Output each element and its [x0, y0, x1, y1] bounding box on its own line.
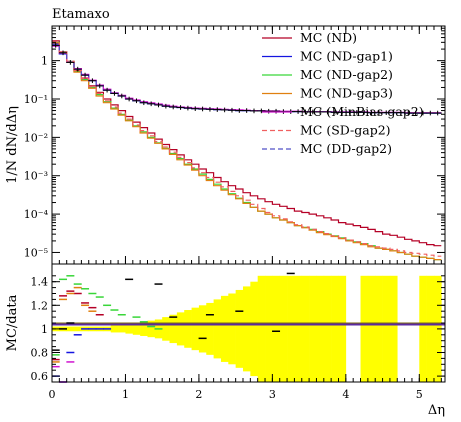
band-segment	[132, 323, 141, 335]
band-segment	[220, 295, 229, 362]
legend-label: MC (MinBias-gap2)	[300, 104, 424, 119]
band-segment	[228, 293, 236, 365]
band-segment	[294, 275, 303, 382]
main-panel: 1 10⁻¹ 10⁻² 10⁻³ 10⁻⁴ 10⁻⁵	[24, 25, 446, 265]
band-segment	[242, 286, 251, 372]
y-tick-label: 10⁻¹	[24, 93, 48, 106]
x-tick-label: 2	[195, 388, 202, 401]
band-segment	[265, 275, 273, 382]
y-axis-label: 1/N dN/dΔη	[5, 106, 20, 184]
x-axis-label: Δη	[428, 403, 445, 418]
ratio-panel: 1.4 1.2 1 0.8 0.6 0 1 2 3 4 5	[31, 26, 446, 401]
band-segment	[176, 312, 185, 346]
y-tick-label: 10⁻³	[24, 170, 48, 183]
band-segment	[184, 310, 192, 348]
band-segment	[191, 307, 200, 351]
x-tick-label: 3	[269, 388, 276, 401]
ratio-tick-label: 0.6	[31, 370, 49, 383]
band-segment	[426, 275, 435, 382]
band-segment	[250, 281, 258, 377]
band-segment	[279, 275, 288, 382]
band-segment	[147, 320, 156, 338]
band-segment	[206, 302, 214, 355]
band-segment	[140, 321, 148, 336]
main-data-points	[51, 43, 442, 116]
y-tick-label: 10⁻⁵	[24, 246, 48, 259]
ratio-tick-label: 1.4	[31, 276, 49, 289]
legend: MC (ND) MC (ND-gap1) MC (ND-gap2) MC (ND-ga…	[262, 30, 424, 156]
x-tick-label: 0	[49, 388, 56, 401]
band-segment	[125, 324, 134, 334]
band-segment	[338, 275, 347, 382]
band-segment	[169, 314, 178, 344]
ratio-points	[51, 272, 295, 383]
ratio-uncertainty-band	[52, 275, 442, 382]
band-segment	[367, 275, 376, 382]
band-segment	[110, 325, 119, 333]
ratio-tick-label: 1	[41, 323, 48, 336]
ratio-tick-label: 0.8	[31, 347, 49, 360]
band-segment	[419, 275, 427, 382]
main-y-ticks: 1 10⁻¹ 10⁻² 10⁻³ 10⁻⁴ 10⁻⁵	[24, 25, 445, 259]
ratio-y-axis-label: MC/data	[5, 294, 20, 351]
band-segment	[257, 275, 266, 382]
band-segment	[360, 275, 369, 382]
legend-label: MC (ND-gap2)	[300, 67, 393, 82]
series-line-5	[52, 41, 442, 257]
band-segment	[272, 275, 281, 382]
band-segment	[316, 275, 325, 382]
band-segment	[118, 325, 126, 333]
band-segment	[382, 275, 391, 382]
band-segment	[323, 275, 332, 382]
band-segment	[287, 275, 295, 382]
band-segment	[389, 275, 398, 382]
x-tick-label: 4	[342, 388, 349, 401]
ratio-y-ticks: 1.4 1.2 1 0.8 0.6	[31, 275, 445, 383]
band-segment	[331, 275, 339, 382]
band-segment	[375, 275, 383, 382]
band-segment	[309, 275, 317, 382]
band-segment	[74, 326, 82, 332]
x-tick-label: 1	[122, 388, 129, 401]
x-ticks: 0 1 2 3 4 5	[49, 26, 442, 401]
band-segment	[66, 326, 75, 332]
band-segment	[301, 275, 310, 382]
legend-label: MC (DD-gap2)	[300, 141, 392, 156]
x-tick-label: 5	[416, 388, 423, 401]
legend-label: MC (ND-gap3)	[300, 86, 393, 101]
band-segment	[162, 317, 170, 341]
chart-title: Etamaxo	[52, 7, 110, 22]
band-segment	[235, 289, 244, 368]
legend-label: MC (ND)	[300, 30, 357, 45]
band-segment	[213, 299, 222, 359]
y-tick-label: 10⁻⁴	[24, 208, 49, 221]
legend-label: MC (SD-gap2)	[300, 123, 391, 138]
ratio-tick-label: 1.2	[31, 299, 49, 312]
y-tick-label: 1	[41, 55, 48, 68]
band-segment	[198, 305, 207, 353]
y-tick-label: 10⁻²	[24, 131, 48, 144]
legend-label: MC (ND-gap1)	[300, 49, 393, 64]
